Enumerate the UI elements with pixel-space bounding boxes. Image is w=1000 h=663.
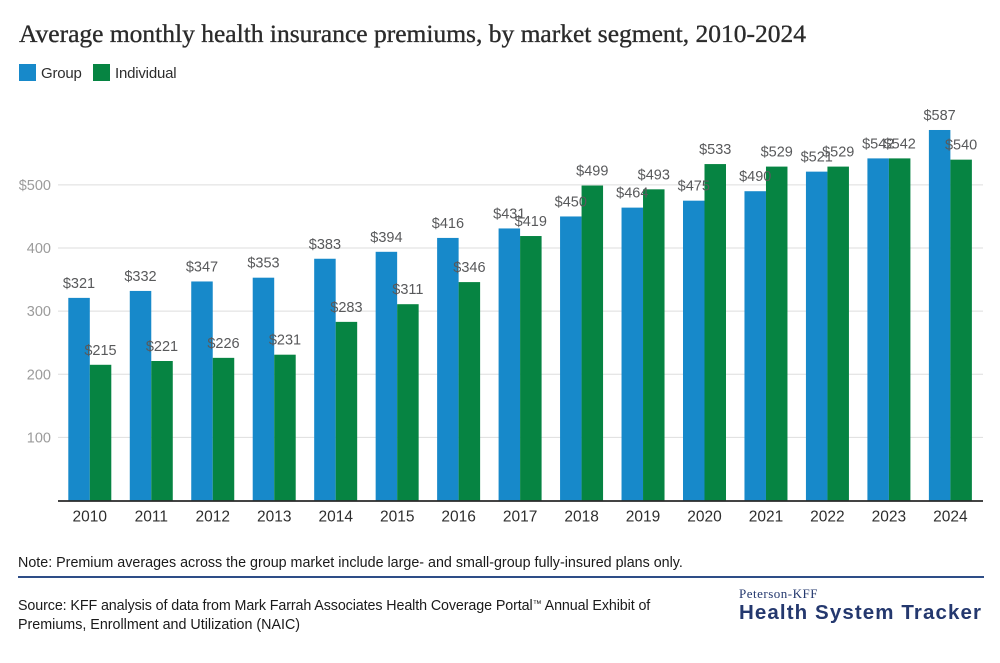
- svg-text:$490: $490: [739, 169, 771, 185]
- svg-text:$499: $499: [576, 164, 608, 180]
- svg-text:2015: 2015: [380, 509, 414, 526]
- svg-text:$283: $283: [330, 300, 362, 316]
- svg-text:$226: $226: [207, 336, 239, 352]
- svg-text:$500: $500: [19, 178, 51, 194]
- svg-text:$533: $533: [699, 142, 731, 158]
- svg-text:2022: 2022: [810, 509, 844, 526]
- svg-text:$347: $347: [186, 260, 218, 276]
- svg-text:2021: 2021: [749, 509, 783, 526]
- svg-text:2016: 2016: [441, 509, 475, 526]
- svg-text:$394: $394: [370, 230, 402, 246]
- svg-text:$521: $521: [801, 150, 833, 166]
- svg-text:200: 200: [27, 367, 51, 383]
- svg-text:2023: 2023: [872, 509, 906, 526]
- svg-text:2024: 2024: [933, 509, 968, 526]
- svg-text:$332: $332: [124, 269, 156, 285]
- svg-text:$493: $493: [638, 167, 670, 183]
- svg-text:$353: $353: [247, 256, 279, 272]
- svg-text:$321: $321: [63, 276, 95, 292]
- svg-text:2017: 2017: [503, 509, 537, 526]
- svg-text:2012: 2012: [195, 509, 229, 526]
- svg-text:$311: $311: [392, 282, 423, 298]
- svg-text:$346: $346: [453, 260, 485, 276]
- svg-text:$416: $416: [432, 216, 464, 232]
- svg-text:2019: 2019: [626, 509, 660, 526]
- svg-text:$542: $542: [884, 136, 916, 152]
- svg-text:$231: $231: [269, 333, 301, 349]
- svg-text:$450: $450: [555, 195, 587, 211]
- svg-text:$419: $419: [515, 214, 547, 230]
- svg-text:$540: $540: [945, 138, 977, 154]
- svg-text:400: 400: [27, 241, 51, 257]
- svg-text:$431: $431: [493, 207, 525, 223]
- svg-text:100: 100: [27, 430, 51, 446]
- svg-text:$215: $215: [84, 343, 116, 359]
- svg-text:$587: $587: [923, 108, 955, 124]
- svg-text:2013: 2013: [257, 509, 291, 526]
- svg-text:$383: $383: [309, 237, 341, 253]
- svg-text:2018: 2018: [564, 509, 598, 526]
- svg-text:$529: $529: [761, 145, 793, 161]
- svg-text:2014: 2014: [318, 509, 353, 526]
- svg-text:$529: $529: [822, 145, 854, 161]
- svg-text:300: 300: [27, 304, 51, 320]
- svg-text:$542: $542: [862, 136, 894, 152]
- svg-text:2020: 2020: [687, 509, 722, 526]
- svg-text:2010: 2010: [73, 509, 108, 526]
- svg-text:$475: $475: [678, 179, 710, 195]
- svg-text:$464: $464: [616, 186, 648, 202]
- svg-text:$221: $221: [146, 339, 178, 355]
- svg-text:2011: 2011: [135, 509, 168, 526]
